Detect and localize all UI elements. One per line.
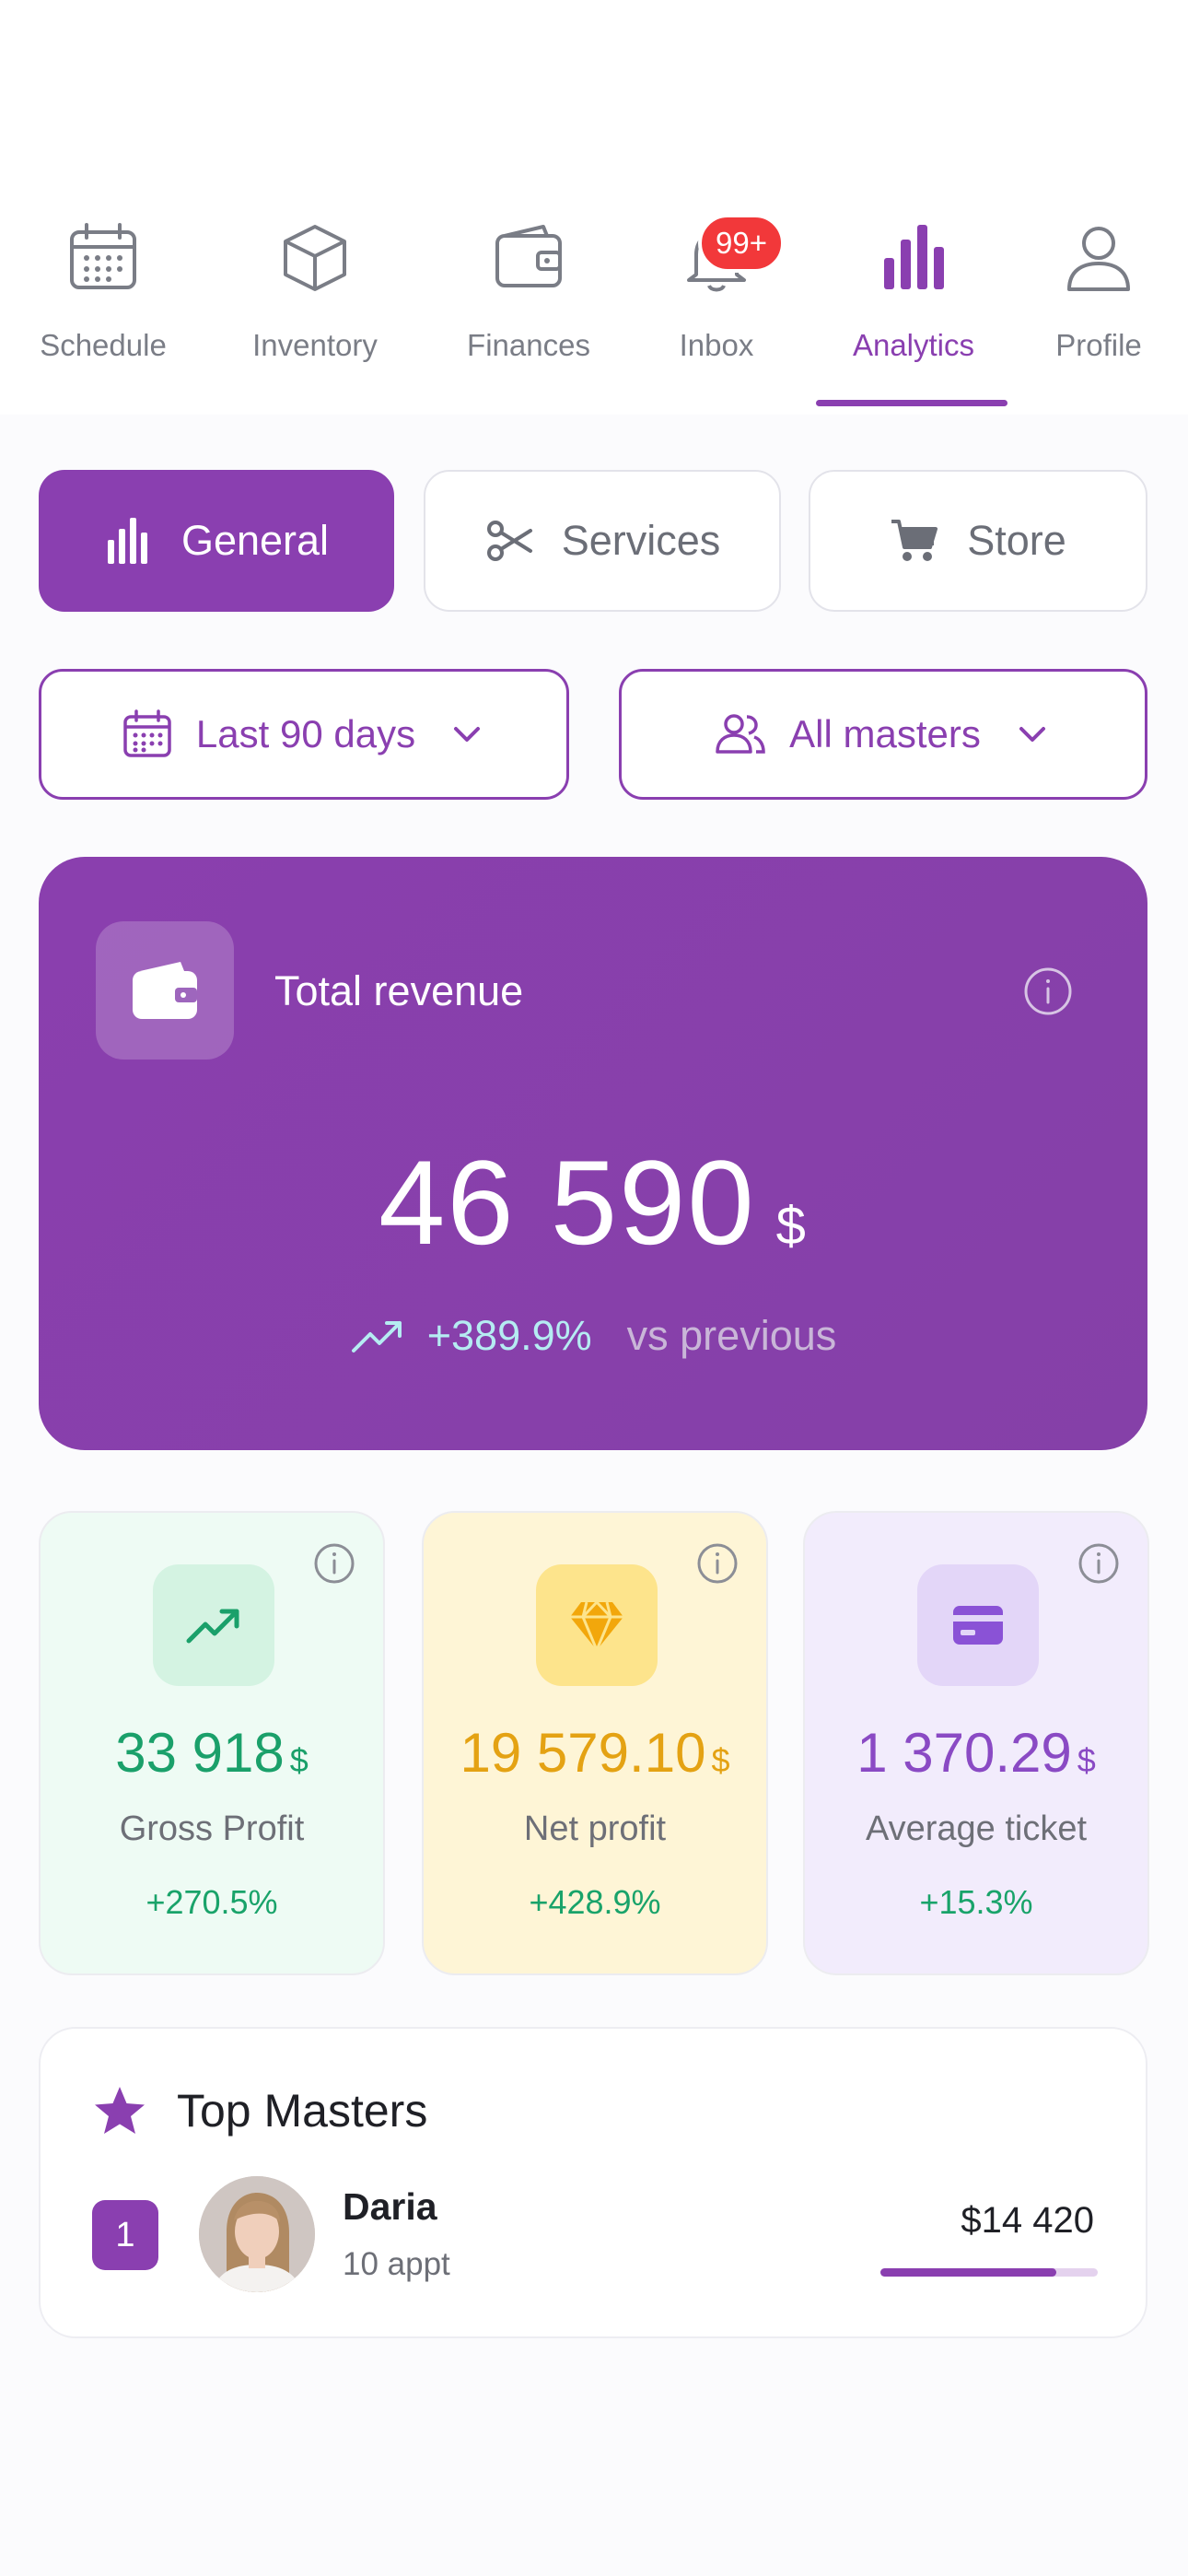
info-icon[interactable] bbox=[1022, 966, 1074, 1017]
net-profit-card: 19 579.10 $ Net profit +428.9% bbox=[422, 1511, 768, 1975]
average-ticket-amount: 1 370.29 bbox=[856, 1722, 1072, 1784]
calendar-icon bbox=[123, 709, 171, 757]
revenue-change: +389.9% vs previous bbox=[39, 1312, 1147, 1360]
total-revenue-card: Total revenue 46 590 $ +389.9% vs previou… bbox=[39, 857, 1147, 1450]
top-navigation: Schedule Inventory Finances bbox=[0, 0, 1188, 415]
revenue-amount: 46 590 $ bbox=[39, 1133, 1147, 1271]
gross-profit-value: 33 918 $ bbox=[41, 1721, 383, 1785]
master-name: Daria bbox=[343, 2185, 437, 2228]
box-icon bbox=[284, 225, 346, 291]
master-share-fill bbox=[880, 2268, 1057, 2277]
bar-chart-icon bbox=[884, 225, 944, 289]
average-ticket-currency: $ bbox=[1077, 1741, 1096, 1779]
revenue-compare-label: vs previous bbox=[626, 1312, 837, 1359]
chevron-down-icon bbox=[454, 727, 481, 742]
nav-item-finances[interactable]: Finances bbox=[460, 221, 597, 405]
average-ticket-label: Average ticket bbox=[865, 1809, 1088, 1848]
revenue-currency: $ bbox=[775, 1196, 808, 1256]
trending-up-icon bbox=[186, 1609, 239, 1644]
revenue-change-percent: +389.9% bbox=[426, 1312, 592, 1359]
diamond-icon bbox=[570, 1600, 623, 1652]
nav-label-inventory: Inventory bbox=[252, 328, 378, 362]
segment-services[interactable]: Services bbox=[424, 470, 781, 612]
nav-item-profile[interactable]: Profile bbox=[1050, 221, 1147, 405]
segment-general[interactable]: General bbox=[39, 470, 394, 612]
nav-label-finances: Finances bbox=[467, 328, 590, 362]
trending-up-icon bbox=[351, 1321, 402, 1352]
master-photo bbox=[199, 2176, 315, 2292]
chevron-down-icon bbox=[1019, 727, 1045, 742]
segment-store-label: Store bbox=[967, 517, 1066, 564]
gross-profit-label: Gross Profit bbox=[119, 1809, 305, 1848]
nav-label-analytics: Analytics bbox=[852, 328, 975, 362]
inbox-badge: 99+ bbox=[698, 214, 785, 273]
net-profit-currency: $ bbox=[711, 1741, 730, 1779]
scissors-icon bbox=[486, 521, 532, 561]
nav-label-inbox: Inbox bbox=[679, 328, 754, 362]
revenue-icon-box bbox=[96, 921, 234, 1060]
users-icon bbox=[716, 714, 765, 754]
avatar bbox=[199, 2176, 315, 2292]
nav-label-schedule: Schedule bbox=[40, 328, 167, 362]
revenue-title: Total revenue bbox=[274, 967, 524, 1014]
net-profit-amount: 19 579.10 bbox=[460, 1722, 706, 1784]
wallet-icon bbox=[495, 225, 562, 287]
nav-label-profile: Profile bbox=[1055, 328, 1142, 362]
info-icon[interactable] bbox=[1077, 1542, 1120, 1585]
master-share-bar bbox=[880, 2268, 1098, 2277]
average-ticket-icon-box bbox=[917, 1564, 1039, 1686]
top-masters-card: Top Masters 1 Daria 10 appt $14 420 bbox=[39, 2027, 1147, 2338]
gross-profit-currency: $ bbox=[289, 1741, 309, 1779]
gross-profit-card: 33 918 $ Gross Profit +270.5% bbox=[39, 1511, 385, 1975]
nav-item-inventory[interactable]: Inventory bbox=[247, 221, 383, 405]
net-profit-change: +428.9% bbox=[529, 1883, 661, 1921]
net-profit-label: Net profit bbox=[523, 1809, 667, 1848]
star-icon bbox=[95, 2087, 145, 2134]
revenue-amount-value: 46 590 bbox=[379, 1135, 756, 1270]
average-ticket-card: 1 370.29 $ Average ticket +15.3% bbox=[803, 1511, 1149, 1975]
gross-profit-change: +270.5% bbox=[146, 1883, 278, 1921]
bar-chart-icon bbox=[107, 518, 147, 564]
wallet-icon bbox=[133, 962, 197, 1019]
net-profit-icon-box bbox=[536, 1564, 658, 1686]
top-masters-title: Top Masters bbox=[177, 2085, 428, 2137]
active-tab-indicator bbox=[816, 400, 1007, 406]
user-icon bbox=[1067, 227, 1130, 291]
cart-icon bbox=[891, 520, 938, 561]
master-appointments: 10 appt bbox=[343, 2246, 450, 2282]
period-filter-value: Last 90 days bbox=[195, 712, 416, 755]
segment-store[interactable]: Store bbox=[809, 470, 1147, 612]
period-filter[interactable]: Last 90 days bbox=[39, 669, 569, 800]
nav-item-schedule[interactable]: Schedule bbox=[37, 221, 169, 405]
net-profit-value: 19 579.10 $ bbox=[424, 1721, 766, 1785]
segment-services-label: Services bbox=[561, 517, 721, 564]
gross-profit-amount: 33 918 bbox=[115, 1722, 285, 1784]
average-ticket-value: 1 370.29 $ bbox=[805, 1721, 1147, 1785]
credit-card-icon bbox=[953, 1606, 1003, 1645]
info-icon[interactable] bbox=[696, 1542, 739, 1585]
segment-general-label: General bbox=[181, 517, 330, 564]
average-ticket-change: +15.3% bbox=[919, 1883, 1033, 1921]
masters-filter[interactable]: All masters bbox=[619, 669, 1147, 800]
nav-item-analytics[interactable]: Analytics bbox=[838, 221, 989, 405]
master-revenue: $14 420 bbox=[961, 2200, 1094, 2241]
calendar-icon bbox=[70, 223, 136, 289]
masters-filter-value: All masters bbox=[789, 712, 981, 755]
gross-profit-icon-box bbox=[153, 1564, 274, 1686]
master-rank: 1 bbox=[92, 2200, 158, 2270]
info-icon[interactable] bbox=[313, 1542, 355, 1585]
